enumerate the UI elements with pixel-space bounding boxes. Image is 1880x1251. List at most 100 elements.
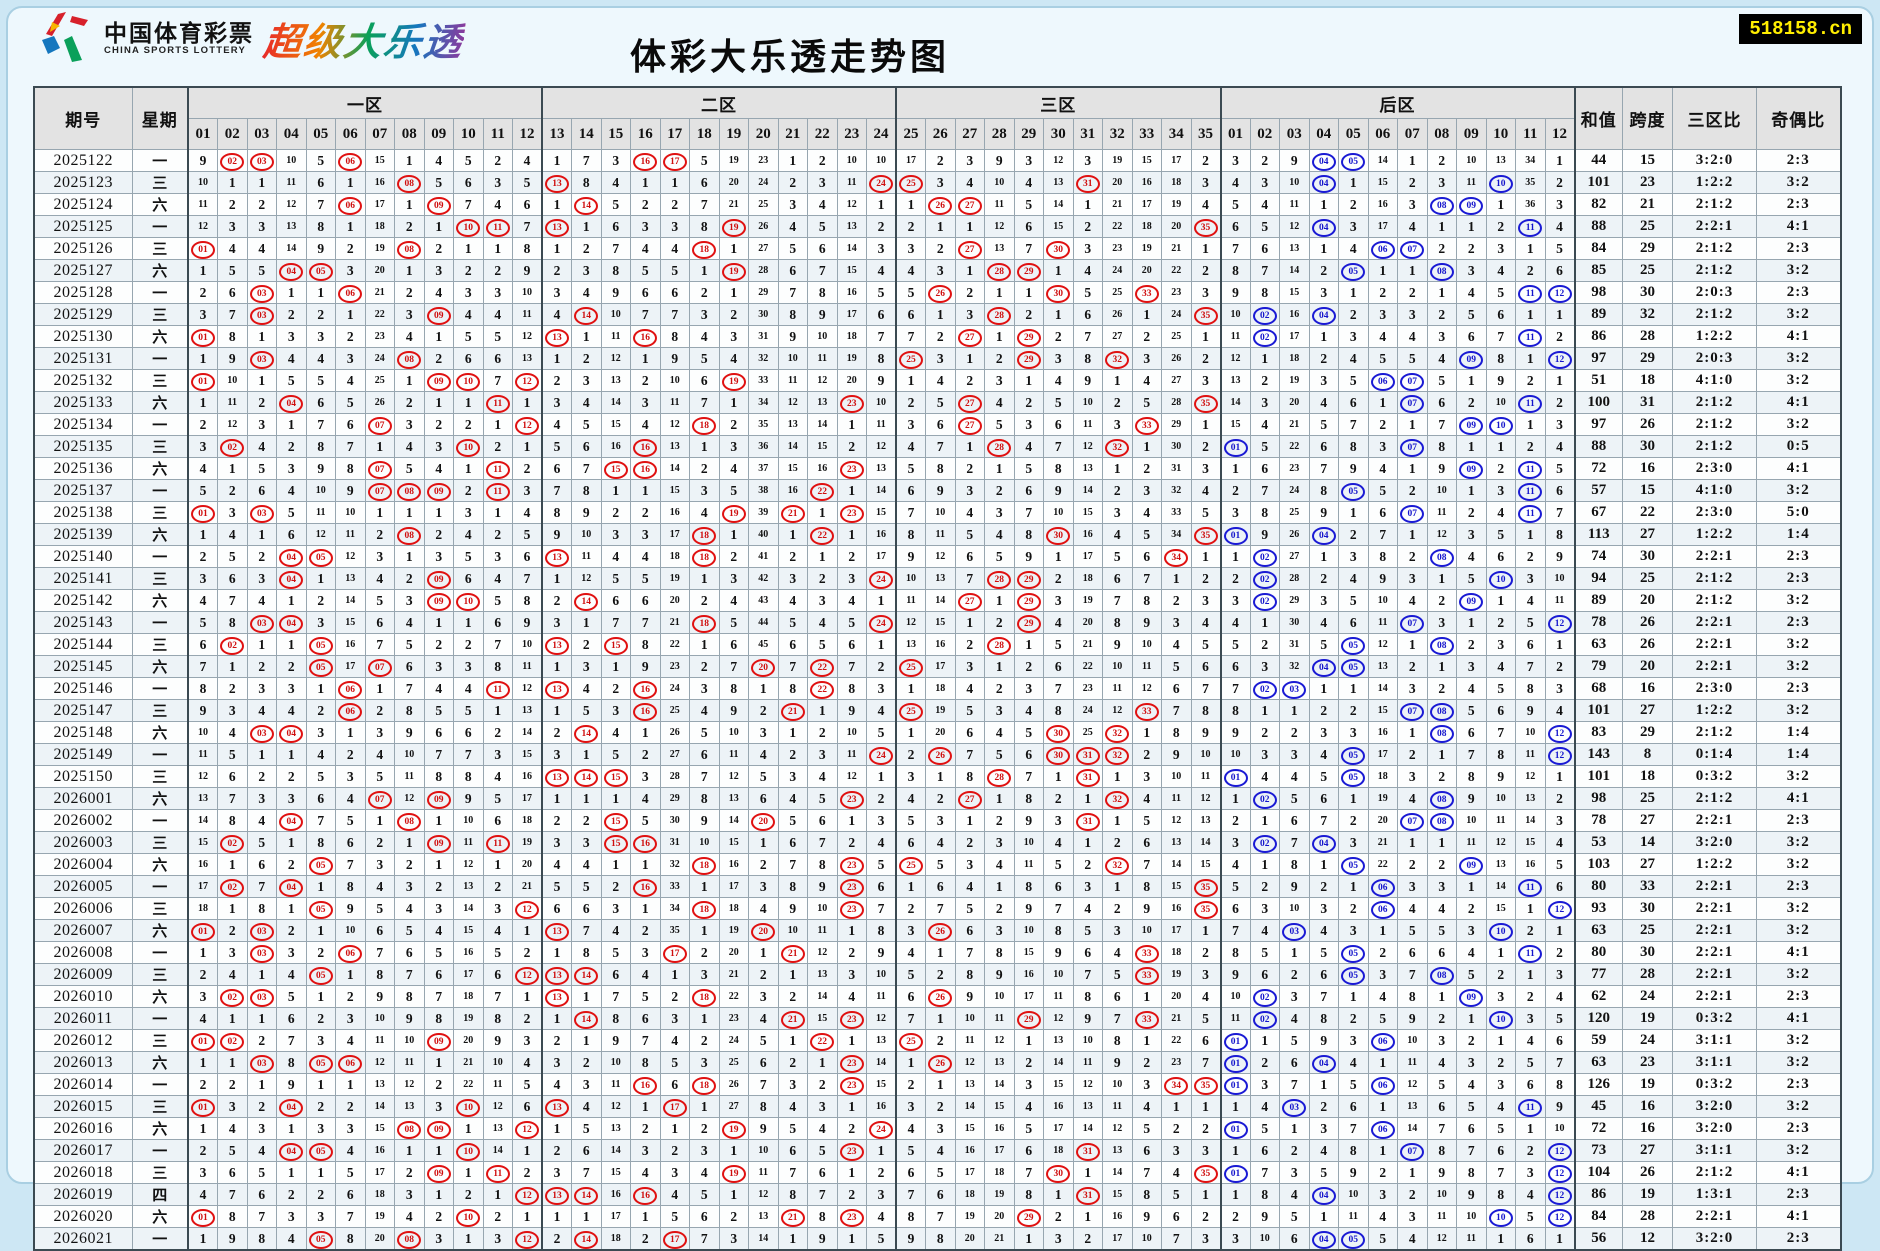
miss-count-cell: 1 bbox=[217, 1007, 248, 1030]
drawn-cell: 02 bbox=[1249, 325, 1280, 348]
drawn-cell: 05 bbox=[305, 963, 336, 986]
miss-count-cell: 6 bbox=[217, 765, 248, 788]
miss-count-cell: 4 bbox=[1249, 919, 1280, 942]
week-cell: 一 bbox=[131, 281, 189, 304]
miss-count-cell: 9 bbox=[1279, 875, 1310, 898]
drawn-cell: 26 bbox=[925, 281, 956, 304]
miss-count-cell: 10 bbox=[187, 171, 218, 194]
sum-cell: 89 bbox=[1573, 303, 1623, 326]
miss-count-cell: 11 bbox=[1426, 501, 1457, 524]
miss-count-cell: 3 bbox=[541, 743, 572, 766]
front-drawn-ball: 05 bbox=[308, 856, 333, 875]
header-num-bk-07: 07 bbox=[1397, 118, 1428, 150]
miss-count-cell: 22 bbox=[1102, 215, 1133, 238]
drawn-cell: 15 bbox=[600, 831, 631, 854]
front-drawn-ball: 29 bbox=[1016, 614, 1041, 633]
front-drawn-ball: 27 bbox=[957, 328, 982, 347]
miss-count-cell: 12 bbox=[394, 1073, 425, 1096]
drawn-cell: 23 bbox=[836, 853, 867, 876]
miss-count-cell: 2 bbox=[1456, 897, 1487, 920]
miss-count-cell: 17 bbox=[1161, 919, 1192, 942]
miss-count-cell: 8 bbox=[718, 677, 749, 700]
miss-count-cell: 7 bbox=[925, 435, 956, 458]
drawn-cell: 12 bbox=[512, 963, 543, 986]
front-drawn-ball: 03 bbox=[249, 350, 274, 369]
miss-count-cell: 1 bbox=[394, 545, 425, 568]
drawn-cell: 17 bbox=[659, 1227, 690, 1251]
miss-count-cell: 2 bbox=[1190, 435, 1221, 458]
miss-count-cell: 21 bbox=[364, 281, 395, 304]
drawn-cell: 10 bbox=[453, 1095, 484, 1118]
header-num-z1-08: 08 bbox=[394, 118, 425, 150]
miss-count-cell: 21 bbox=[1367, 831, 1398, 854]
miss-count-cell: 3 bbox=[364, 853, 395, 876]
front-drawn-ball: 03 bbox=[249, 152, 274, 171]
miss-count-cell: 1 bbox=[1219, 787, 1251, 810]
miss-count-cell: 5 bbox=[394, 633, 425, 656]
period-cell: 2025136 bbox=[33, 457, 133, 480]
miss-count-cell: 9 bbox=[394, 721, 425, 744]
miss-count-cell: 4 bbox=[984, 391, 1015, 414]
miss-count-cell: 14 bbox=[954, 1095, 985, 1118]
miss-count-cell: 5 bbox=[1131, 391, 1162, 414]
drawn-cell: 08 bbox=[394, 809, 425, 832]
miss-count-cell: 5 bbox=[925, 1161, 956, 1184]
miss-count-cell: 12 bbox=[1190, 787, 1221, 810]
miss-count-cell: 3 bbox=[364, 721, 395, 744]
miss-count-cell: 32 bbox=[748, 347, 779, 370]
miss-count-cell: 5 bbox=[1072, 919, 1103, 942]
week-cell: 一 bbox=[131, 1139, 189, 1162]
week-cell: 四 bbox=[131, 1183, 189, 1206]
week-cell: 一 bbox=[131, 611, 189, 634]
front-drawn-ball: 14 bbox=[574, 306, 599, 325]
span-cell: 25 bbox=[1622, 919, 1673, 942]
zone-ratio-cell: 2:2:1 bbox=[1672, 985, 1757, 1008]
miss-count-cell: 22 bbox=[1367, 853, 1398, 876]
miss-count-cell: 20 bbox=[453, 1029, 484, 1052]
miss-count-cell: 2 bbox=[423, 413, 454, 436]
miss-count-cell: 6 bbox=[600, 215, 631, 238]
odd-even-cell: 3:2 bbox=[1756, 413, 1841, 436]
miss-count-cell: 2 bbox=[1043, 1205, 1074, 1228]
drawn-cell: 01 bbox=[187, 369, 218, 392]
back-drawn-ball: 02 bbox=[1252, 570, 1277, 589]
miss-count-cell: 3 bbox=[1426, 325, 1457, 348]
drawn-cell: 13 bbox=[541, 171, 572, 194]
miss-count-cell: 16 bbox=[1072, 523, 1103, 546]
zone-ratio-cell: 0:1:4 bbox=[1672, 743, 1757, 766]
back-drawn-ball: 06 bbox=[1370, 1120, 1395, 1139]
miss-count-cell: 1 bbox=[1013, 281, 1044, 304]
period-cell: 2026011 bbox=[33, 1007, 133, 1030]
drawn-cell: 12 bbox=[1544, 897, 1575, 920]
front-drawn-ball: 26 bbox=[928, 284, 953, 303]
miss-count-cell: 1 bbox=[1308, 1073, 1339, 1096]
miss-count-cell: 8 bbox=[1279, 853, 1310, 876]
miss-count-cell: 34 bbox=[659, 897, 690, 920]
miss-count-cell: 13 bbox=[394, 1095, 425, 1118]
miss-count-cell: 1 bbox=[364, 501, 395, 524]
miss-count-cell: 13 bbox=[453, 875, 484, 898]
miss-count-cell: 3 bbox=[1544, 809, 1575, 832]
miss-count-cell: 3 bbox=[305, 721, 336, 744]
miss-count-cell: 1 bbox=[512, 1139, 543, 1162]
span-cell: 33 bbox=[1622, 875, 1673, 898]
miss-count-cell: 1 bbox=[1131, 435, 1162, 458]
back-drawn-ball: 10 bbox=[1488, 922, 1513, 941]
miss-count-cell: 34 bbox=[1161, 523, 1192, 546]
front-drawn-ball: 20 bbox=[751, 812, 776, 831]
span-cell: 28 bbox=[1622, 1205, 1673, 1228]
miss-count-cell: 3 bbox=[984, 501, 1015, 524]
miss-count-cell: 14 bbox=[1072, 479, 1103, 502]
drawn-cell: 13 bbox=[541, 633, 572, 656]
miss-count-cell: 4 bbox=[777, 1095, 808, 1118]
miss-count-cell: 22 bbox=[364, 303, 395, 326]
miss-count-cell: 6 bbox=[1367, 501, 1398, 524]
header-num-z3-29: 29 bbox=[1013, 118, 1044, 150]
miss-count-cell: 3 bbox=[925, 259, 956, 282]
header-num-z2-23: 23 bbox=[836, 118, 867, 150]
drawn-cell: 24 bbox=[866, 1117, 897, 1140]
miss-count-cell: 3 bbox=[1544, 963, 1575, 986]
miss-count-cell: 6 bbox=[512, 1095, 543, 1118]
miss-count-cell: 5 bbox=[777, 237, 808, 260]
miss-count-cell: 3 bbox=[689, 479, 720, 502]
